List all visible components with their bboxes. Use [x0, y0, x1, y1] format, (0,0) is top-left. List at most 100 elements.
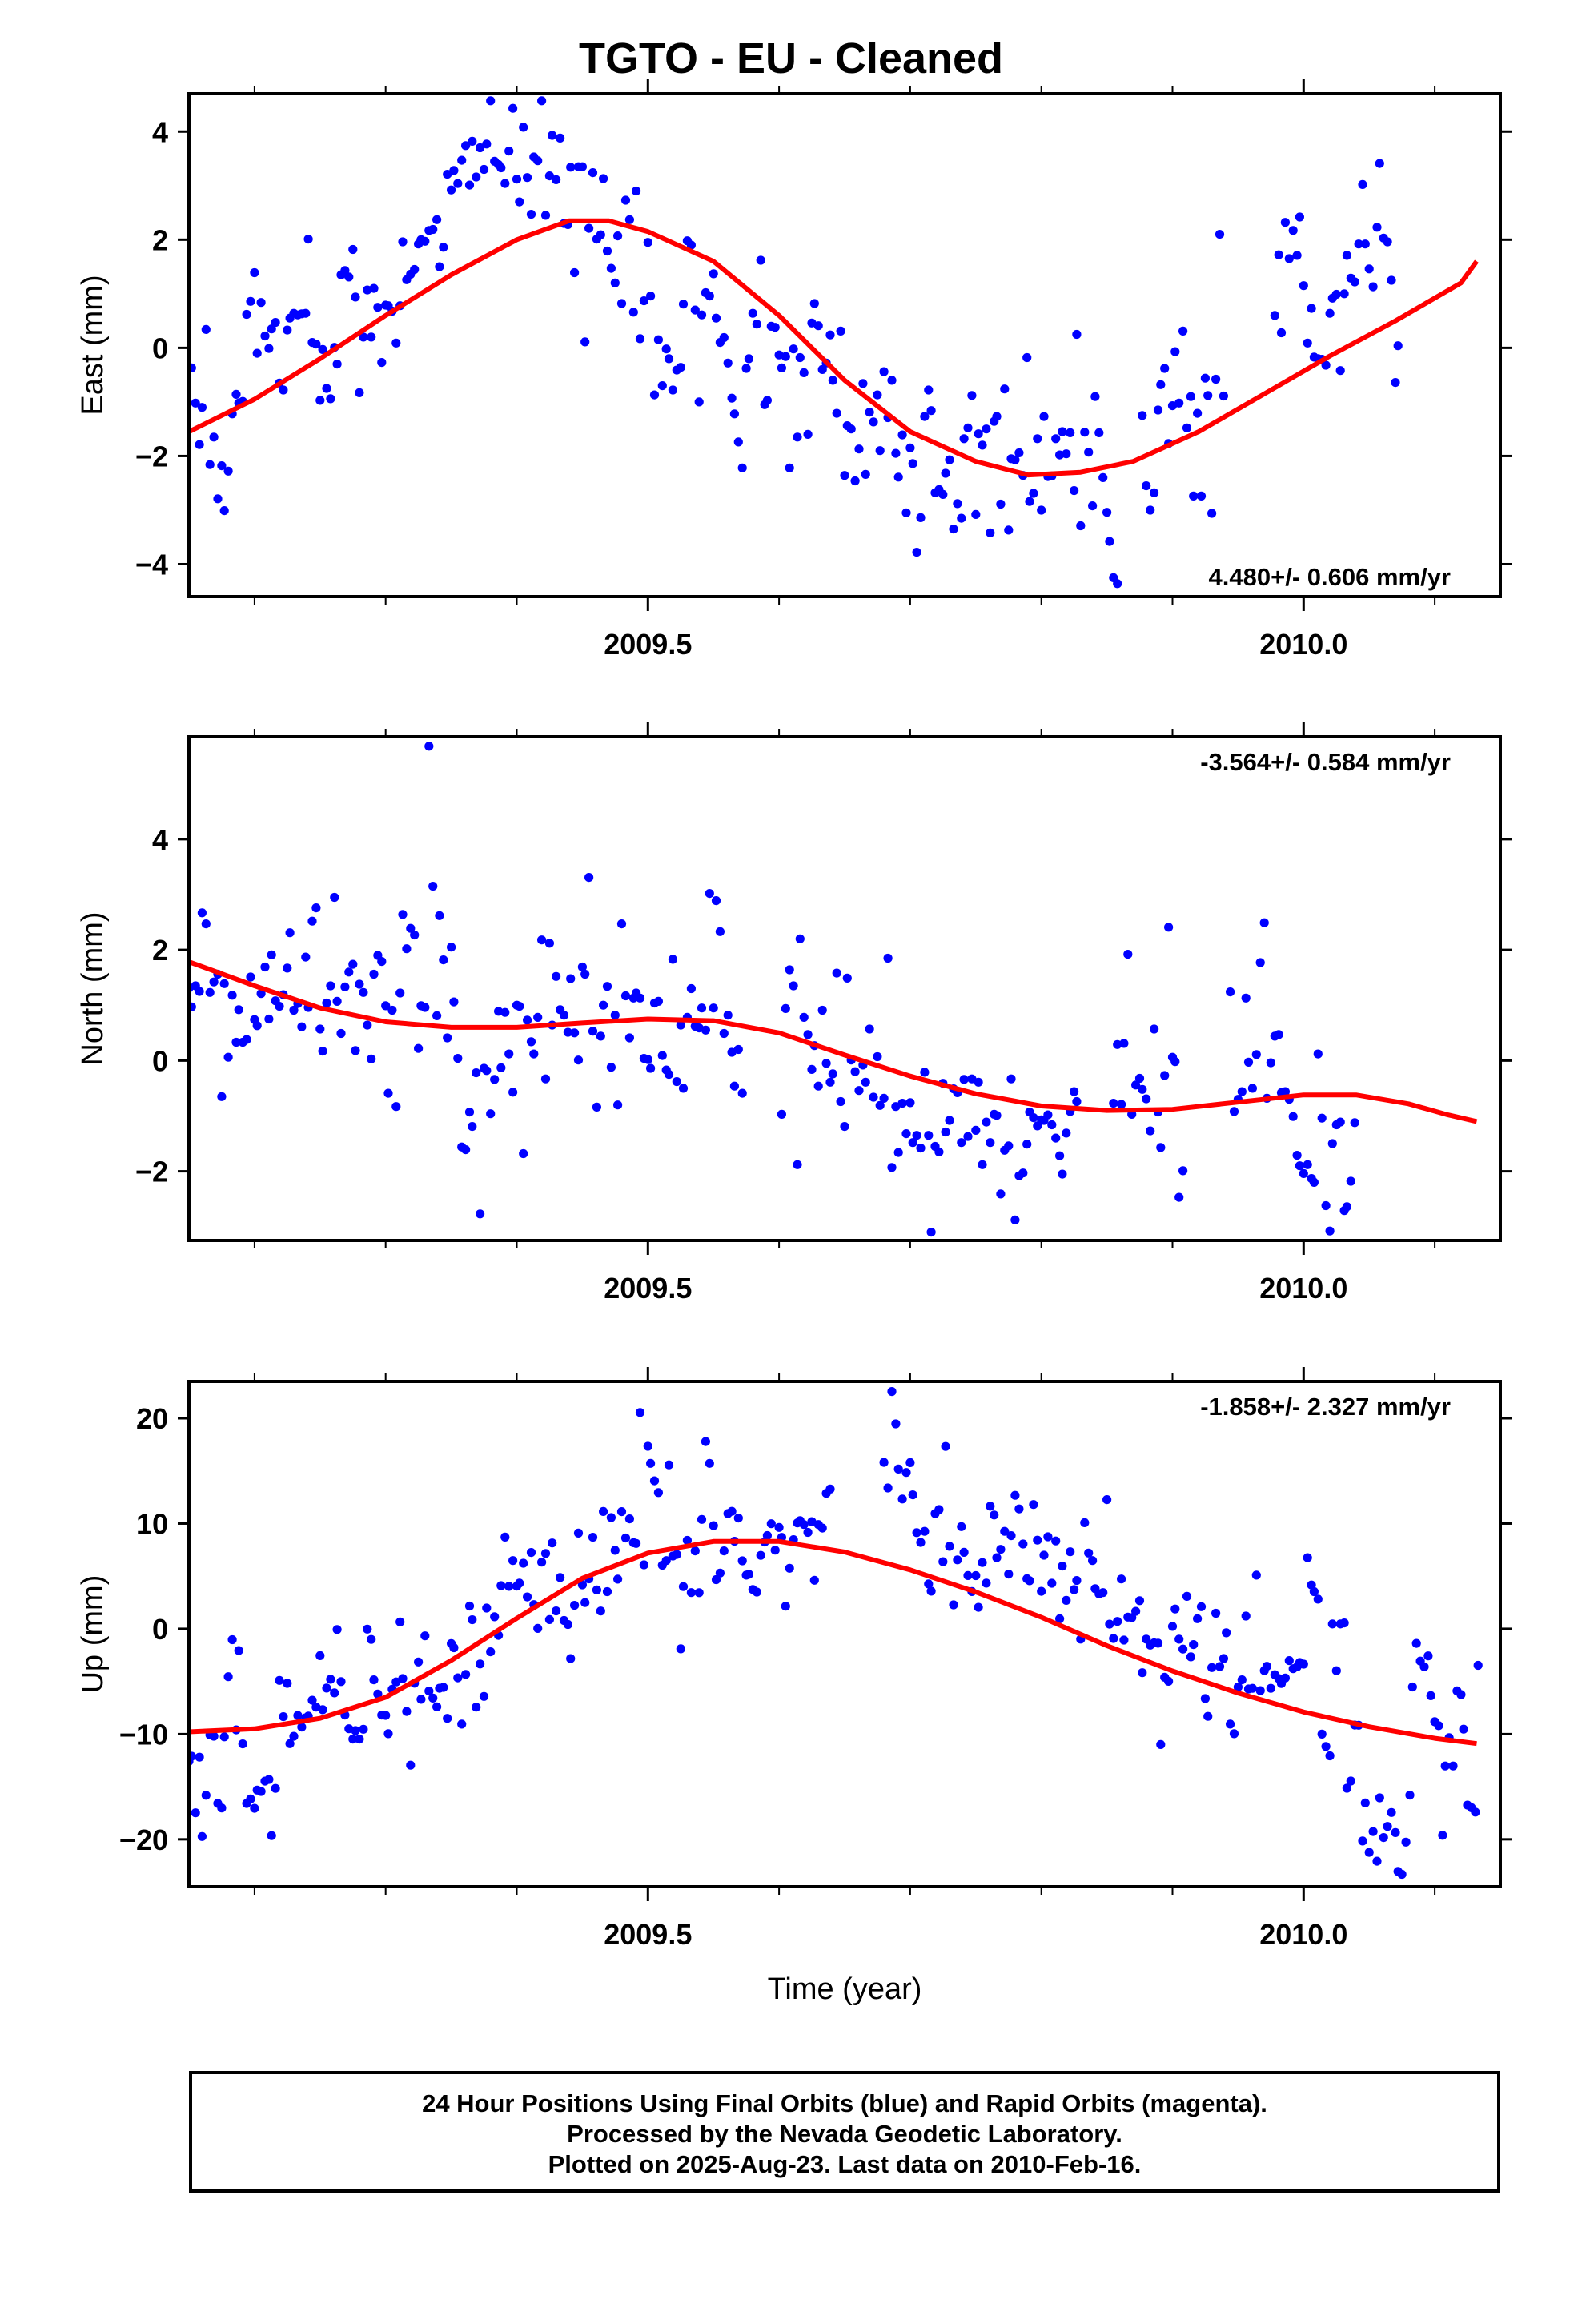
ytick-label-east: −2 — [135, 440, 168, 472]
data-point — [570, 1601, 580, 1610]
data-point — [664, 1460, 674, 1470]
data-point — [682, 1535, 693, 1546]
data-point — [825, 1484, 835, 1494]
data-point — [443, 1033, 452, 1043]
data-point — [367, 332, 376, 342]
data-point — [1375, 159, 1384, 168]
data-point — [552, 175, 561, 184]
data-point — [938, 1557, 948, 1566]
data-point — [690, 305, 700, 315]
data-point — [1098, 1588, 1108, 1598]
ytick-label-east: 4 — [152, 115, 168, 148]
data-point — [756, 1550, 765, 1560]
data-point — [1193, 1614, 1203, 1623]
data-point — [391, 1102, 401, 1112]
data-point — [737, 463, 747, 472]
data-point — [789, 344, 798, 354]
data-point — [443, 1714, 452, 1723]
data-point — [447, 185, 456, 195]
data-point — [242, 1035, 251, 1044]
data-point — [373, 1689, 383, 1699]
xtick-label-up: 2010.0 — [1259, 1918, 1347, 1951]
data-point — [1407, 1682, 1417, 1692]
data-point — [744, 1570, 754, 1579]
data-point — [727, 393, 737, 403]
data-point — [1072, 329, 1082, 340]
data-point — [367, 1634, 376, 1644]
data-point — [869, 1092, 878, 1102]
data-point — [1266, 1683, 1275, 1693]
data-point — [978, 1160, 987, 1169]
data-point — [632, 1538, 641, 1548]
data-point — [1109, 1099, 1118, 1108]
data-point — [799, 1520, 809, 1530]
data-point — [332, 1625, 342, 1634]
data-point — [762, 396, 773, 405]
data-point — [887, 1387, 897, 1397]
data-point — [1364, 264, 1374, 274]
data-point — [905, 1098, 915, 1108]
data-point — [552, 1606, 561, 1616]
data-point — [938, 489, 948, 500]
data-point — [926, 1228, 936, 1237]
data-point — [496, 1581, 506, 1590]
data-point — [1193, 408, 1203, 418]
data-point — [1383, 237, 1392, 247]
data-point — [1004, 1141, 1014, 1151]
data-point — [705, 292, 714, 301]
data-point — [723, 1011, 733, 1020]
data-point — [526, 1037, 536, 1047]
data-point — [1405, 1791, 1415, 1800]
data-point — [486, 1647, 496, 1657]
data-point — [850, 1067, 860, 1076]
data-point — [336, 1028, 346, 1039]
ytick-label-north: 2 — [152, 934, 168, 967]
data-point — [332, 996, 342, 1006]
data-point — [1471, 1807, 1480, 1817]
data-point — [613, 231, 623, 241]
data-point — [1037, 1586, 1046, 1596]
data-point — [213, 494, 223, 504]
data-point — [893, 1148, 903, 1157]
data-point — [1327, 1139, 1337, 1148]
data-point — [297, 1022, 307, 1031]
data-point — [1117, 1100, 1126, 1109]
data-point — [1088, 1556, 1098, 1566]
fit-curve-east — [189, 218, 1479, 478]
data-point — [974, 1077, 983, 1087]
data-point — [453, 1054, 463, 1063]
data-point — [1014, 1504, 1024, 1514]
data-point — [1317, 1729, 1327, 1739]
data-point — [920, 1068, 930, 1077]
data-point — [1284, 254, 1294, 263]
data-point — [1393, 341, 1403, 351]
data-point — [781, 352, 790, 361]
data-point — [1072, 1576, 1082, 1586]
data-point — [711, 1574, 721, 1585]
data-point — [1346, 1176, 1355, 1186]
data-point — [869, 417, 878, 427]
data-point — [563, 1619, 573, 1630]
data-point — [945, 1542, 954, 1551]
data-point — [588, 1533, 598, 1542]
data-point — [616, 1507, 627, 1517]
data-point — [523, 1592, 532, 1602]
data-point — [646, 1063, 656, 1073]
data-point — [540, 1549, 551, 1558]
data-point — [472, 1068, 481, 1078]
ytick-label-east: 2 — [152, 223, 168, 256]
data-point — [297, 1723, 307, 1732]
data-point — [468, 1615, 477, 1625]
data-point — [537, 935, 547, 945]
data-point — [632, 186, 641, 196]
data-point — [1339, 289, 1349, 299]
data-point — [1094, 428, 1104, 438]
data-point — [209, 1731, 219, 1741]
data-point — [1339, 1618, 1349, 1628]
data-point — [340, 982, 350, 991]
data-point — [599, 1000, 608, 1010]
data-point — [1397, 1869, 1407, 1880]
data-point — [396, 988, 405, 998]
data-point — [234, 1646, 243, 1655]
data-point — [1274, 1030, 1283, 1039]
